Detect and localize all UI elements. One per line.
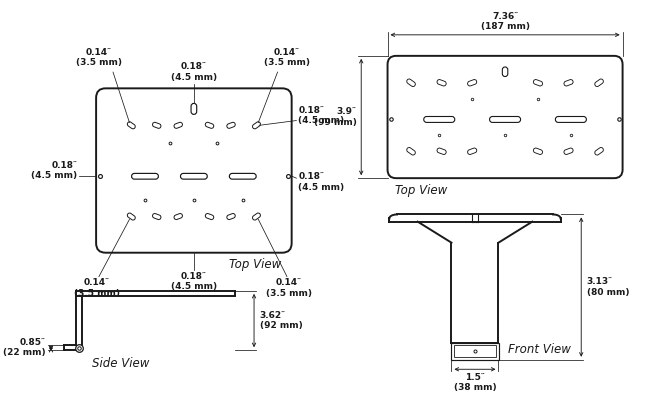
- Text: 7.36″
(187 mm): 7.36″ (187 mm): [481, 11, 530, 31]
- FancyBboxPatch shape: [96, 88, 291, 253]
- Bar: [451, 342, 499, 360]
- Text: 0.18″
(4.5 mm): 0.18″ (4.5 mm): [171, 62, 217, 82]
- Bar: [455, 345, 496, 357]
- FancyBboxPatch shape: [424, 117, 455, 122]
- Text: 3.9″
(99 mm): 3.9″ (99 mm): [314, 107, 356, 127]
- Text: Front View: Front View: [508, 343, 571, 356]
- FancyBboxPatch shape: [533, 148, 542, 154]
- FancyBboxPatch shape: [227, 213, 235, 220]
- Text: 0.18″
(4.5 mm): 0.18″ (4.5 mm): [298, 172, 345, 192]
- FancyBboxPatch shape: [533, 79, 542, 86]
- FancyBboxPatch shape: [191, 103, 196, 115]
- FancyBboxPatch shape: [205, 213, 214, 220]
- FancyBboxPatch shape: [127, 122, 136, 129]
- Text: Top View: Top View: [395, 184, 447, 197]
- FancyBboxPatch shape: [252, 213, 261, 220]
- FancyBboxPatch shape: [468, 79, 477, 86]
- FancyBboxPatch shape: [407, 79, 415, 87]
- FancyBboxPatch shape: [437, 148, 446, 154]
- FancyBboxPatch shape: [153, 213, 161, 220]
- Text: 0.18″
(4.5 mm): 0.18″ (4.5 mm): [298, 106, 345, 126]
- FancyBboxPatch shape: [181, 173, 207, 179]
- FancyBboxPatch shape: [564, 79, 573, 86]
- FancyBboxPatch shape: [153, 122, 161, 128]
- FancyBboxPatch shape: [229, 173, 256, 179]
- Text: 0.14″
(3.5 mm): 0.14″ (3.5 mm): [264, 48, 310, 67]
- FancyBboxPatch shape: [227, 122, 235, 128]
- FancyBboxPatch shape: [502, 67, 508, 77]
- FancyBboxPatch shape: [132, 173, 159, 179]
- FancyBboxPatch shape: [205, 122, 214, 128]
- FancyBboxPatch shape: [595, 147, 603, 155]
- FancyBboxPatch shape: [489, 117, 521, 122]
- Text: 0.14″
(3.5 mm): 0.14″ (3.5 mm): [266, 278, 312, 298]
- Text: Top View: Top View: [229, 258, 282, 271]
- FancyBboxPatch shape: [595, 79, 603, 87]
- Text: 0.14″
(3.5 mm): 0.14″ (3.5 mm): [76, 48, 122, 67]
- Text: 0.18″
(4.5 mm): 0.18″ (4.5 mm): [171, 272, 217, 291]
- FancyBboxPatch shape: [407, 147, 415, 155]
- Text: 3.62″
(92 mm): 3.62″ (92 mm): [259, 311, 303, 330]
- FancyBboxPatch shape: [388, 56, 623, 178]
- FancyBboxPatch shape: [564, 148, 573, 154]
- FancyBboxPatch shape: [174, 213, 183, 220]
- FancyBboxPatch shape: [174, 122, 183, 128]
- FancyBboxPatch shape: [555, 117, 586, 122]
- Text: 0.14″
(3.5 mm): 0.14″ (3.5 mm): [74, 278, 120, 298]
- FancyBboxPatch shape: [437, 79, 446, 86]
- Text: 1.5″
(38 mm): 1.5″ (38 mm): [454, 373, 496, 393]
- FancyBboxPatch shape: [468, 148, 477, 154]
- Text: 0.18″
(4.5 mm): 0.18″ (4.5 mm): [31, 161, 77, 180]
- Text: Side View: Side View: [92, 357, 149, 370]
- FancyBboxPatch shape: [252, 122, 261, 129]
- Text: 0.85″
(22 mm): 0.85″ (22 mm): [3, 338, 45, 357]
- FancyBboxPatch shape: [127, 213, 136, 220]
- Text: 3.13″
(80 mm): 3.13″ (80 mm): [587, 277, 629, 297]
